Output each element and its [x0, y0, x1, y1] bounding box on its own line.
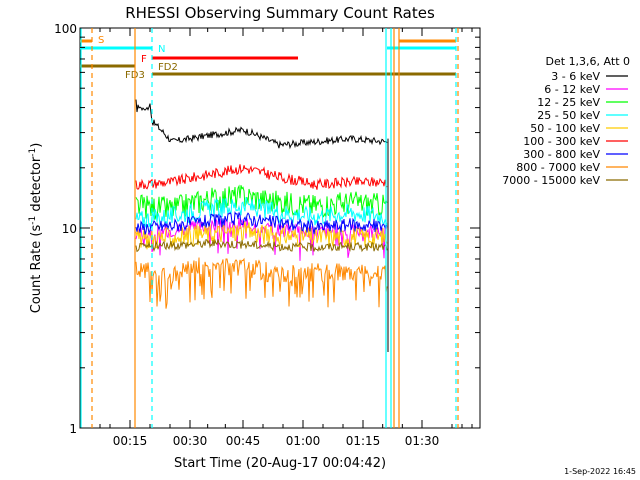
y-tick-label: 10 [62, 222, 77, 236]
status-annotation: S [98, 35, 104, 46]
y-axis-label-end: ) [29, 143, 44, 148]
x-axis: 00:15 00:30 00:45 01:00 01:15 01:30 [99, 28, 473, 448]
x-tick-label: 01:30 [405, 434, 440, 448]
x-tick-label: 01:15 [346, 434, 381, 448]
series-line [135, 217, 388, 261]
series-line [135, 257, 388, 309]
series-line [135, 184, 388, 220]
series-line [135, 238, 388, 253]
x-tick-label: 00:15 [113, 434, 148, 448]
legend-label: 800 - 7000 keV [516, 161, 600, 174]
y-tick-label: 100 [54, 22, 77, 36]
legend-label: 3 - 6 keV [551, 70, 600, 83]
series-line [135, 221, 388, 250]
legend-label: 6 - 12 keV [544, 83, 600, 96]
x-tick-label: 00:30 [173, 434, 208, 448]
status-annotation: F [141, 54, 147, 65]
legend-label: 100 - 300 keV [523, 135, 600, 148]
series-line [135, 196, 388, 229]
y-tick-label: 1 [69, 422, 77, 436]
y-axis-label-main: Count Rate (s [29, 225, 44, 314]
footer-timestamp: 1-Sep-2022 16:45 [564, 467, 636, 476]
legend-title: Det 1,3,6, Att 0 [546, 55, 630, 68]
legend-label: 300 - 800 keV [523, 148, 600, 161]
series-line [135, 211, 388, 235]
y-axis-label: Count Rate (s-1 detector-1) [28, 143, 44, 314]
legend-label: 12 - 25 keV [537, 96, 600, 109]
status-annotation: FD2 [158, 62, 178, 73]
legend-label: 7000 - 15000 keV [502, 174, 600, 187]
legend-label: 50 - 100 keV [530, 122, 600, 135]
x-axis-label: Start Time (20-Aug-17 00:04:42) [174, 456, 386, 471]
status-annotation: N [158, 44, 165, 55]
series-line [135, 164, 388, 190]
series-line [135, 99, 388, 150]
y-axis: 1 10 100 [54, 22, 480, 436]
x-tick-label: 01:00 [286, 434, 321, 448]
chart-title: RHESSI Observing Summary Count Rates [125, 4, 435, 22]
y-axis-label-sup1: -1 [28, 216, 38, 225]
y-axis-label-mid: detector [29, 156, 44, 216]
series-lines [134, 99, 389, 352]
legend-label: 25 - 50 keV [537, 109, 600, 122]
y-axis-label-sup2: -1 [28, 148, 38, 157]
x-tick-label: 00:45 [226, 434, 261, 448]
